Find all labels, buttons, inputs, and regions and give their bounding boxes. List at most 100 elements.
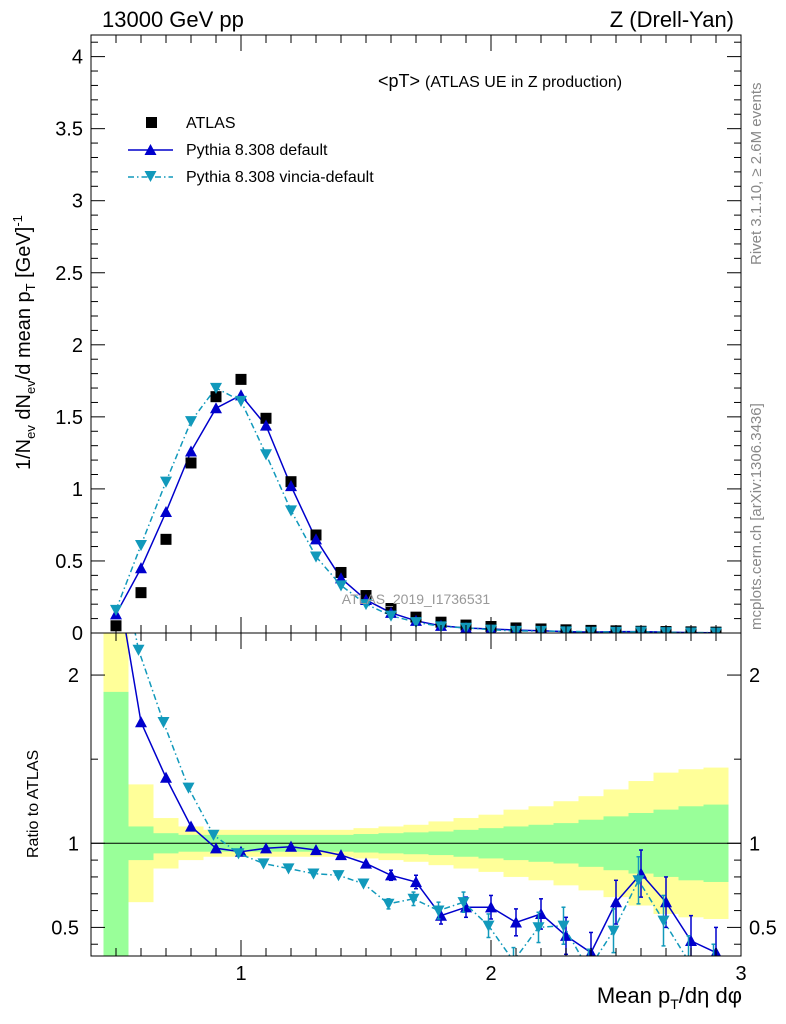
default-point <box>260 419 272 431</box>
atlas-point <box>135 587 147 599</box>
ratio-band <box>103 633 729 956</box>
default-ratio-point <box>335 849 347 861</box>
ratio-ylabel: Ratio to ATLAS <box>25 750 42 858</box>
default-ratio-point <box>310 844 322 856</box>
main-ylabel: 1/Nev dNev/d mean pT [GeV]-1 <box>10 215 38 470</box>
atlas-point <box>185 457 197 469</box>
vincia-ratio-point <box>532 922 545 934</box>
vincia-ratio-point <box>108 519 120 530</box>
atlas-point <box>210 391 222 403</box>
vincia-point <box>360 599 372 611</box>
vincia-point <box>210 382 222 395</box>
vincia-ratio-point <box>207 829 220 841</box>
vincia-ratio-point <box>157 717 170 729</box>
xtick-label: 1 <box>235 963 246 985</box>
legend-atlas-marker <box>146 117 157 128</box>
vincia-ratio-point <box>257 858 270 870</box>
main-ytick-label: 2 <box>72 335 83 357</box>
xtick-label: 3 <box>735 963 746 985</box>
default-ratio-point <box>510 916 522 928</box>
default-point <box>310 533 322 545</box>
vincia-ratio-point <box>583 964 595 975</box>
vincia-ratio-point <box>407 893 420 905</box>
default-ratio-point <box>485 901 497 913</box>
vincia-point <box>410 617 422 629</box>
vincia-ratio-point <box>382 898 395 910</box>
main-ytick-label: 2.5 <box>55 263 83 285</box>
ratio-ytick-label: 2 <box>68 665 79 687</box>
main-panel: 0 0.5 1 1.5 2 2.5 3 3.5 4 <pT> (ATLAS UE in Z pr… <box>55 34 742 645</box>
vincia-ratio-point <box>507 955 520 956</box>
watermark: ATLAS_2019_I1736531 <box>342 591 491 607</box>
legend-default: Pythia 8.308 default <box>186 142 328 159</box>
rivet-label: Rivet 3.1.10, ≥ 2.6M events <box>748 83 765 266</box>
ratio-ytick-label: 0.5 <box>51 917 79 939</box>
vincia-ratio-point <box>457 897 470 909</box>
default-ratio-point <box>260 842 272 854</box>
plot-title: <pT> <box>378 71 420 91</box>
process-label: Z (Drell-Yan) <box>610 7 734 32</box>
vincia-ratio-point <box>708 964 720 975</box>
default-ratio-point <box>410 875 422 888</box>
energy-label: 13000 GeV pp <box>102 7 244 32</box>
vincia-ratio-point <box>282 863 295 875</box>
vincia-point <box>185 416 197 428</box>
vincia-ratio-point <box>332 870 345 882</box>
default-point <box>285 480 297 492</box>
atlas-point <box>160 533 172 545</box>
ratio-ytick-label-right: 2 <box>749 665 760 687</box>
vincia-point <box>110 604 122 616</box>
default-point <box>185 445 197 457</box>
default-point <box>135 562 147 574</box>
main-ytick-label: 0 <box>72 623 83 645</box>
atlas-point <box>260 412 272 424</box>
xlabel: Mean pT/dη dφ <box>597 983 742 1012</box>
vincia-point <box>160 476 172 488</box>
vincia-ratio-point <box>132 644 145 656</box>
vincia-point <box>260 449 272 461</box>
main-ytick-label: 4 <box>72 47 83 69</box>
default-ratio-point <box>610 896 622 908</box>
ratio-ticks: 1 2 3 0.5 0.5 1 1 2 2 <box>51 633 777 985</box>
plot-subtitle: (ATLAS UE in Z production) <box>425 74 622 91</box>
main-ytick-label: 1 <box>72 479 83 501</box>
default-ratio-point <box>185 820 197 832</box>
legend-vincia: Pythia 8.308 vincia-default <box>186 169 374 186</box>
vincia-point <box>310 551 322 563</box>
main-marks <box>110 373 722 633</box>
legend: ATLAS Pythia 8.308 default Pythia 8.308 … <box>128 115 374 186</box>
default-ratio-point <box>135 716 147 728</box>
vincia-ratio-point <box>682 955 695 956</box>
vincia-ratio-point <box>182 782 195 794</box>
vincia-ratio-point <box>607 925 620 937</box>
main-ytick-label: 3.5 <box>55 119 83 141</box>
ratio-marks <box>91 519 741 975</box>
atlas-point <box>235 373 247 385</box>
default-ratio-point <box>160 771 172 783</box>
vincia-ratio-point <box>307 868 320 880</box>
vincia-ratio-point <box>657 915 670 927</box>
mcplots-label: mcplots.cern.ch [arXiv:1306.3436] <box>748 403 765 630</box>
vincia-ratio-point <box>357 878 370 890</box>
legend-vincia-marker <box>144 171 157 182</box>
main-ticks: 0 0.5 1 1.5 2 2.5 3 3.5 4 <box>55 35 742 645</box>
default-point <box>160 505 172 518</box>
vincia-point <box>335 580 347 592</box>
main-ytick-label: 1.5 <box>55 407 83 429</box>
default-ratio-point <box>385 869 397 881</box>
default-ratio-point <box>360 857 372 869</box>
ratio-panel: 1 2 3 0.5 0.5 1 1 2 2 <box>51 519 777 985</box>
vincia-ratio-point <box>482 920 495 932</box>
xtick-label: 2 <box>485 963 496 985</box>
vincia-point <box>285 505 297 517</box>
vincia-ratio-point <box>557 920 570 932</box>
default-ratio-point <box>110 568 122 579</box>
vincia-point <box>135 540 147 552</box>
default-point <box>210 402 222 414</box>
ratio-ytick-label-right: 1 <box>749 833 760 855</box>
ratio-ytick-label: 1 <box>68 833 79 855</box>
default-ratio-point <box>210 842 222 854</box>
default-ratio-point <box>285 840 297 852</box>
default-ratio-point <box>535 907 547 920</box>
vincia-point <box>385 610 397 622</box>
